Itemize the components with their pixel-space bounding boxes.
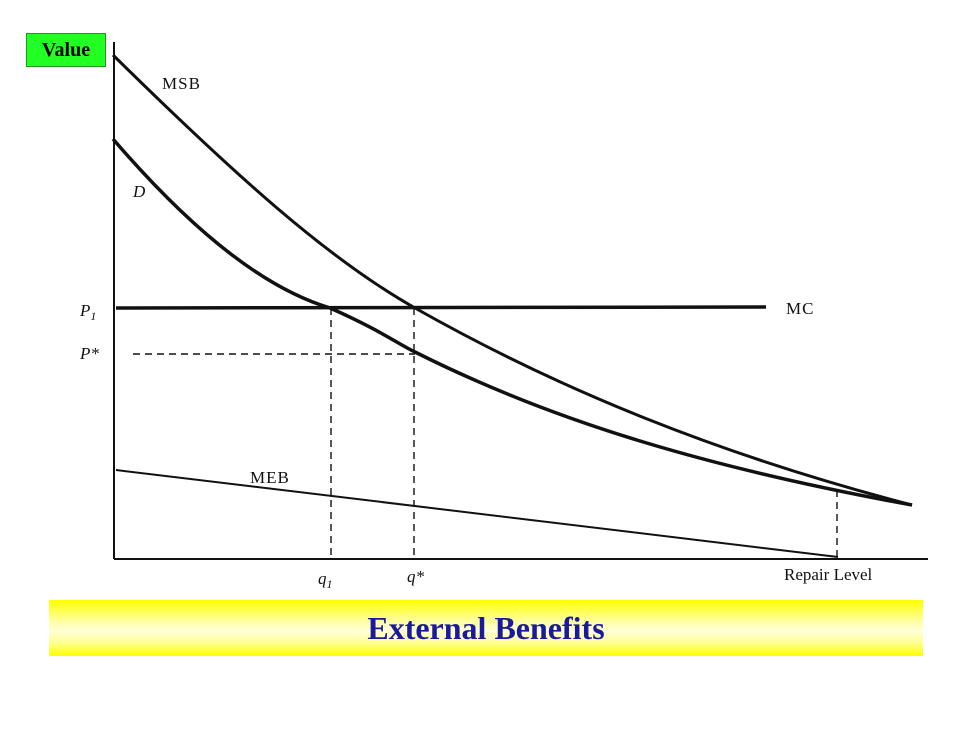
demand-curve bbox=[111, 137, 913, 507]
qstar-label: q* bbox=[407, 567, 425, 586]
meb-line bbox=[115, 469, 839, 558]
external-benefits-diagram: MSB D MC MEB P1 P* q1 q* Repair Level bbox=[79, 42, 928, 591]
meb-label: MEB bbox=[250, 468, 290, 487]
page-title: External Benefits bbox=[367, 609, 605, 646]
mc-line bbox=[115, 305, 767, 310]
d-label: D bbox=[132, 182, 146, 201]
pstar-label: P* bbox=[79, 344, 99, 363]
msb-curve bbox=[111, 53, 913, 507]
x-axis-label: Repair Level bbox=[784, 565, 873, 584]
mc-label: MC bbox=[786, 299, 814, 318]
q1-label: q1 bbox=[318, 569, 333, 591]
p1-label: P1 bbox=[79, 301, 96, 323]
title-banner: External Benefits bbox=[49, 600, 923, 656]
y-axis-label-badge: Value bbox=[26, 33, 106, 67]
msb-label: MSB bbox=[162, 74, 201, 93]
